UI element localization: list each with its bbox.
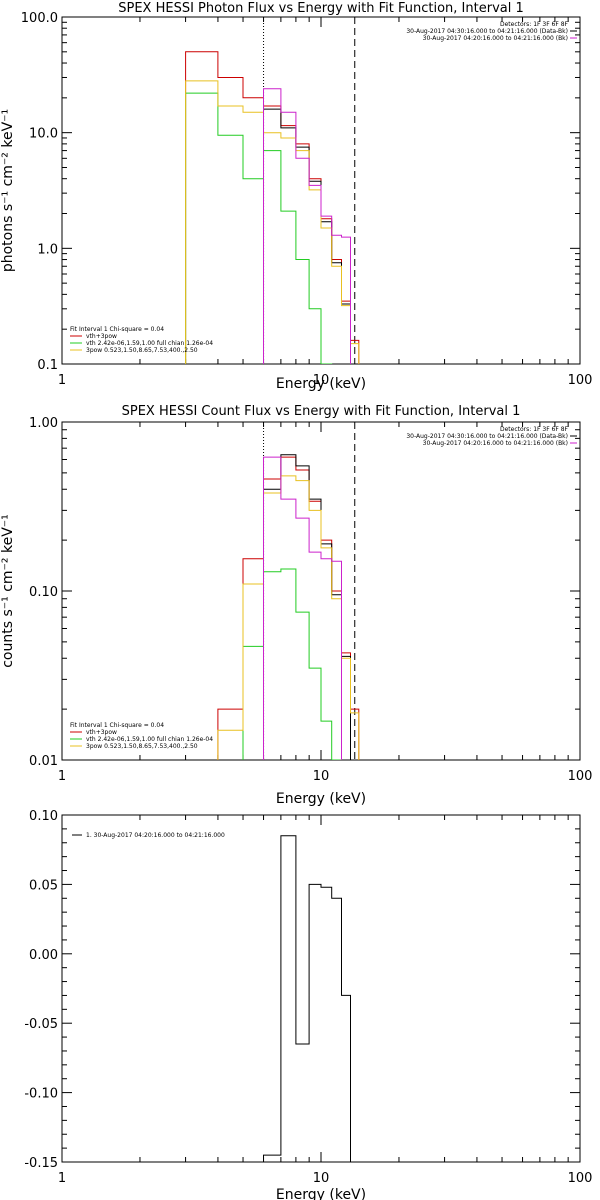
y-tick-label: -0.15 [24, 1156, 58, 1171]
y-axis-label: counts s⁻¹ cm⁻² keV⁻¹ [0, 514, 16, 668]
legend-text: Fit Interval 1 Chi-square = 0.04 [70, 326, 164, 333]
photon-flux-plot: SPEX HESSI Photon Flux vs Energy with Fi… [0, 1, 593, 392]
data-series [263, 454, 351, 760]
x-tick-label: 1 [58, 1171, 66, 1186]
x-axis-label: Energy (keV) [276, 376, 366, 392]
legend-text: vth 2.42e-06,1.59,1.00 full chian 1.26e-… [86, 736, 213, 743]
y-tick-label: 10.0 [29, 127, 58, 142]
y-tick-label: 100.0 [21, 11, 58, 26]
legend-text: vth+3pow [86, 333, 117, 340]
x-tick-label: 1 [58, 373, 66, 388]
legend-text: 30-Aug-2017 04:20:16.000 to 04:21:16.000… [423, 440, 568, 447]
plot-title: SPEX HESSI Count Flux vs Energy with Fit… [122, 404, 521, 419]
plot-frame [61, 814, 581, 1163]
legend-text: 30-Aug-2017 04:20:16.000 to 04:21:16.000… [423, 35, 568, 42]
series-group [185, 51, 360, 364]
x-tick-label: 100 [568, 373, 593, 388]
y-tick-label: 1.0 [37, 242, 58, 257]
data-series [217, 475, 360, 760]
plot-title: SPEX HESSI Photon Flux vs Energy with Fi… [118, 1, 524, 16]
series-group [217, 454, 360, 760]
legend-text: vth+3pow [86, 729, 117, 736]
x-tick-label: 10 [313, 769, 330, 784]
data-series [185, 92, 342, 364]
y-axis-label: photons s⁻¹ cm⁻² keV⁻¹ [0, 109, 16, 272]
data-series [263, 88, 351, 364]
y-tick-label: -0.05 [24, 1017, 58, 1032]
data-series [242, 568, 342, 760]
legend-text: vth 2.42e-06,1.59,1.00 full chian 1.26e-… [86, 340, 213, 347]
data-series [263, 108, 351, 364]
legend-text: 30-Aug-2017 04:30:16.000 to 04:21:16.000… [406, 28, 568, 35]
x-tick-label: 100 [568, 1171, 593, 1186]
legend-text: Detectors: 1F 3F 6F 8F [500, 21, 569, 28]
data-series [185, 80, 360, 364]
legend-text: Fit Interval 1 Chi-square = 0.04 [70, 722, 164, 729]
y-tick-label: 1.00 [29, 416, 58, 431]
y-tick-label: 0.1 [37, 358, 58, 373]
data-series [185, 51, 360, 364]
y-tick-label: 0.10 [29, 809, 58, 824]
x-axis-label: Energy (keV) [276, 1187, 366, 1200]
y-tick-label: 0.01 [29, 754, 58, 769]
legend-text: 30-Aug-2017 04:30:16.000 to 04:21:16.000… [406, 433, 568, 440]
y-tick-label: 0.00 [29, 948, 58, 963]
y-tick-label: -0.10 [24, 1087, 58, 1102]
x-axis-label: Energy (keV) [276, 791, 366, 807]
data-series [263, 835, 351, 1162]
residuals-plot: 1 10 100 -0.15 -0.10 -0.05 0.00 0.05 0.10 Energy … [24, 809, 592, 1200]
x-tick-label: 10 [313, 373, 330, 388]
x-tick-label: 10 [313, 1171, 330, 1186]
y-tick-label: 0.10 [29, 585, 58, 600]
legend-text: 3pow 0.523,1.50,8.65,7.53,400.,2.50 [86, 347, 198, 354]
data-series [217, 456, 360, 760]
y-tick-label: 0.05 [29, 878, 58, 893]
legend-text: 3pow 0.523,1.50,8.65,7.53,400.,2.50 [86, 743, 198, 750]
x-tick-label: 100 [568, 769, 593, 784]
legend-text: Detectors: 1F 3F 6F 8F [500, 426, 569, 433]
legend-text: 1. 30-Aug-2017 04:20:16.000 to 04:21:16.… [86, 832, 225, 839]
data-series [263, 456, 342, 760]
x-tick-label: 1 [58, 769, 66, 784]
count-flux-plot: SPEX HESSI Count Flux vs Energy with Fit… [0, 404, 592, 807]
series-group [263, 835, 351, 1162]
